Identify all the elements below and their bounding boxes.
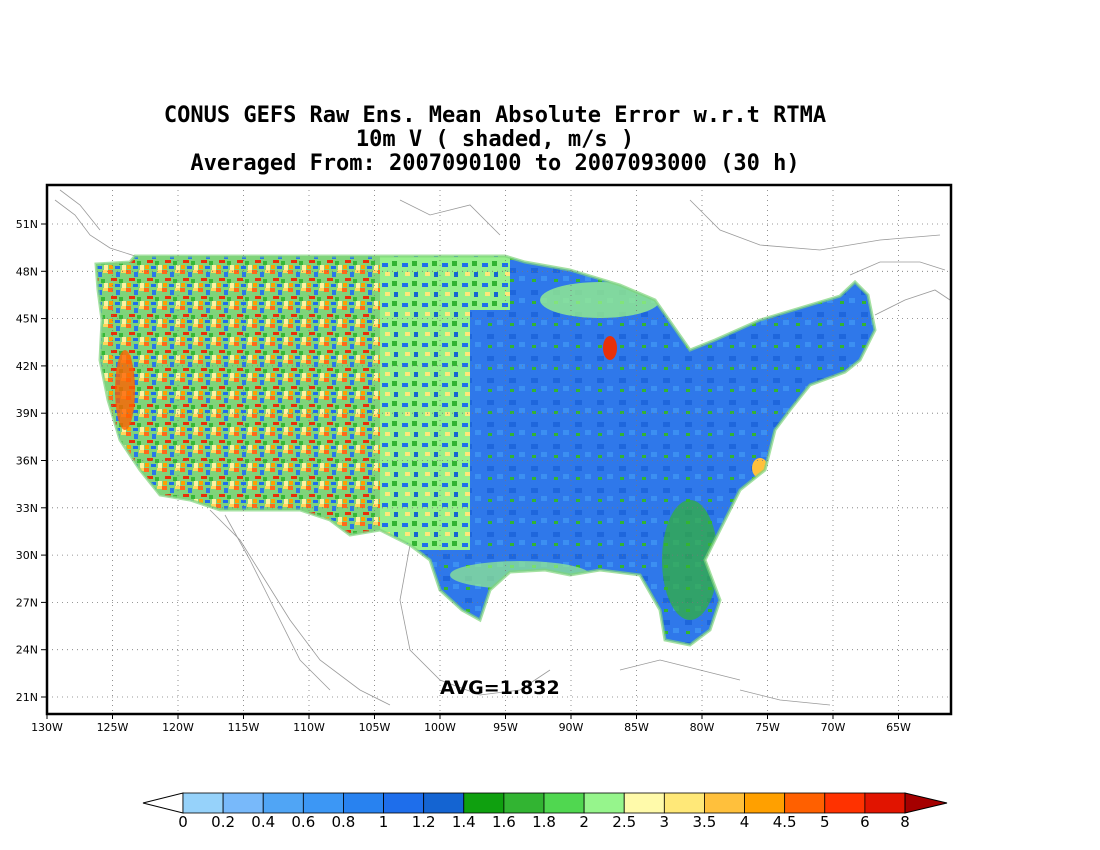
lon-label: 65W <box>886 721 911 734</box>
lat-label: 33N <box>16 502 38 515</box>
colorbar-swatch <box>824 792 866 814</box>
lat-label: 27N <box>16 596 38 609</box>
graticule <box>41 185 951 719</box>
latitude-labels: 51N 48N 45N 42N 39N 36N 33N 30N 27N 24N 21N <box>16 218 38 704</box>
colorbar-swatch <box>623 792 665 814</box>
colorbar-label: 4 <box>740 813 750 831</box>
colorbar-label: 0 <box>178 813 188 831</box>
colorbar-label: 0.8 <box>332 813 356 831</box>
colorbar-swatch <box>704 792 745 814</box>
map-border <box>45 183 953 716</box>
colorbar-label: 5 <box>820 813 830 831</box>
colorbar-swatch <box>864 792 906 814</box>
colorbar-label: 3.5 <box>693 813 717 831</box>
lon-label: 80W <box>690 721 715 734</box>
plot-title-line2: 10m V ( shaded, m/s ) <box>355 127 635 152</box>
lon-label: 105W <box>359 721 391 734</box>
colorbar-swatch <box>784 792 826 814</box>
colorbar-swatch <box>543 792 585 814</box>
lon-label: 95W <box>493 721 518 734</box>
longitude-labels: 130W 125W 120W 115W 110W 105W 100W 95W 90W 85W 80W… <box>31 721 911 734</box>
lon-label: 90W <box>559 721 584 734</box>
colorbar-swatch <box>383 792 425 814</box>
lon-label: 130W <box>31 721 63 734</box>
colorbar-swatch <box>222 792 264 814</box>
plot-title-line3: Averaged From: 2007090100 to 2007093000 … <box>190 151 800 176</box>
colorbar-label: 3 <box>660 813 670 831</box>
colorbar-label: 1.2 <box>412 813 436 831</box>
colorbar-label: 2 <box>579 813 589 831</box>
colorbar: 0 0.2 0.4 0.6 0.8 1 1.2 1.4 1.6 1.8 2 2.5 3 3.5 4 4.5 5 6… <box>142 792 948 831</box>
colorbar-swatch <box>423 792 465 814</box>
colorbar-swatch <box>503 792 545 814</box>
lon-label: 125W <box>97 721 129 734</box>
colorbar-label: 2.5 <box>612 813 636 831</box>
colorbar-swatch <box>583 792 625 814</box>
colorbar-label: 1.8 <box>532 813 556 831</box>
lon-label: 100W <box>424 721 456 734</box>
colorbar-swatch <box>663 792 705 814</box>
lat-label: 24N <box>16 644 38 657</box>
colorbar-swatch <box>182 792 224 814</box>
colorbar-label: 1 <box>379 813 389 831</box>
colorbar-label: 0.2 <box>211 813 235 831</box>
lat-label: 48N <box>16 265 38 278</box>
average-label: AVG=1.832 <box>440 677 560 699</box>
colorbar-label: 4.5 <box>773 813 797 831</box>
lat-label: 42N <box>16 360 38 373</box>
conus-outline <box>94 254 877 647</box>
lat-label: 45N <box>16 313 38 326</box>
colorbar-label: 8 <box>900 813 910 831</box>
lat-label: 30N <box>16 549 38 562</box>
coastlines <box>54 189 951 706</box>
lat-label: 39N <box>16 407 38 420</box>
colorbar-swatch <box>262 792 304 814</box>
lon-label: 85W <box>624 721 649 734</box>
colorbar-over-arrow <box>904 792 948 814</box>
colorbar-under-arrow <box>142 792 184 814</box>
colorbar-label: 1.6 <box>492 813 516 831</box>
colorbar-swatch <box>463 792 505 814</box>
colorbar-label: 0.6 <box>291 813 315 831</box>
colorbar-swatch <box>343 792 384 814</box>
lon-label: 70W <box>821 721 846 734</box>
lon-label: 120W <box>162 721 194 734</box>
colorbar-swatch <box>744 792 786 814</box>
lat-label: 21N <box>16 691 38 704</box>
colorbar-swatch <box>302 792 344 814</box>
lon-label: 115W <box>228 721 260 734</box>
lon-label: 110W <box>293 721 325 734</box>
lon-label: 75W <box>755 721 780 734</box>
plot-title-line1: CONUS GEFS Raw Ens. Mean Absolute Error … <box>163 103 827 128</box>
colorbar-label: 6 <box>860 813 870 831</box>
lat-label: 51N <box>16 218 38 231</box>
colorbar-label: 1.4 <box>452 813 476 831</box>
colorbar-label: 0.4 <box>251 813 275 831</box>
lat-label: 36N <box>16 455 38 468</box>
